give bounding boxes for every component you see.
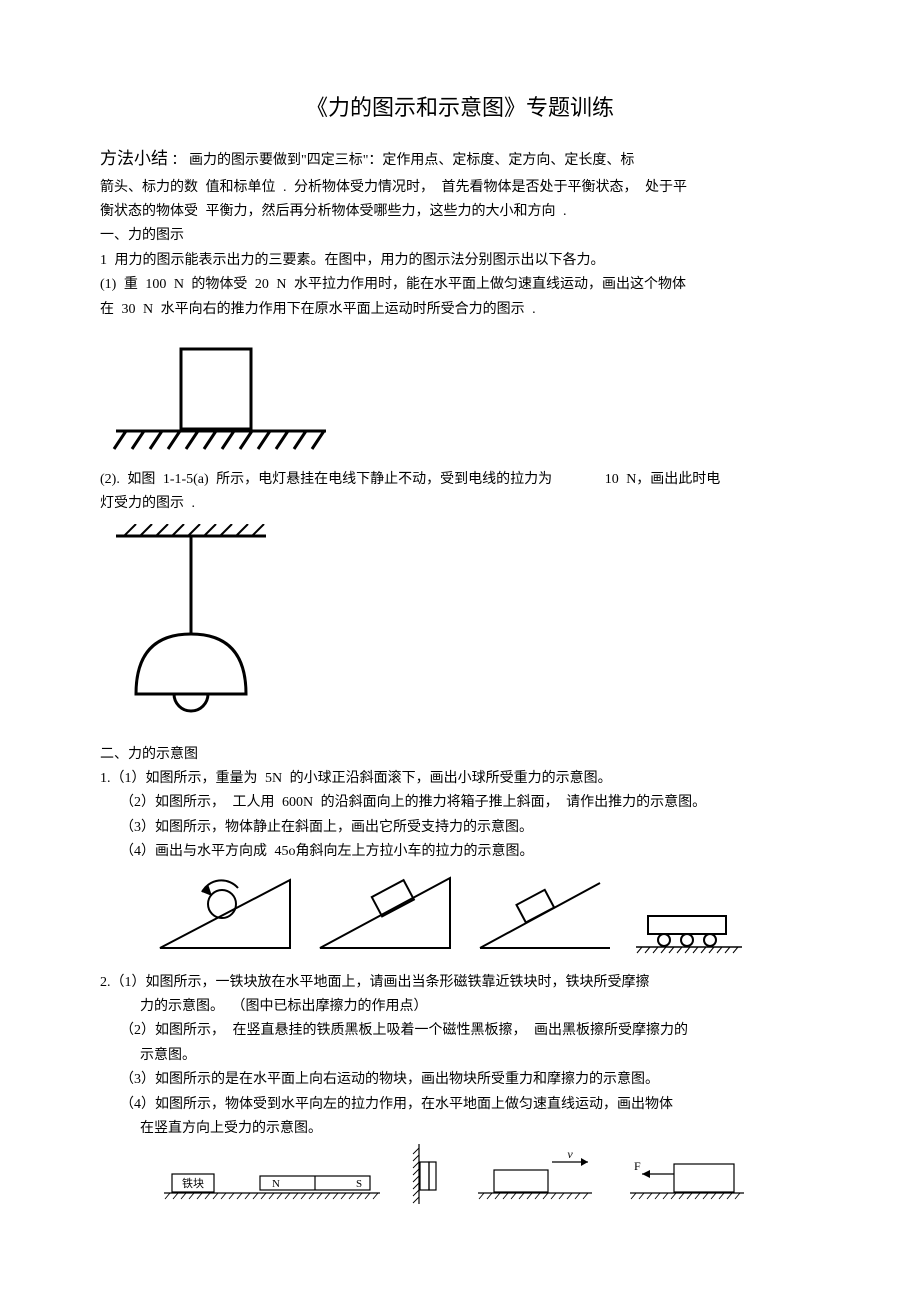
page-title: 《力的图示和示意图》专题训练: [100, 90, 820, 125]
s1-p4b: 10 N，画出此时电: [605, 472, 721, 487]
s1-p5: 灯受力的图示 .: [100, 493, 820, 515]
method-text-2: 箭头、标力的数 值和标单位 . 分析物体受力情况时， 首先看物体是否处于平衡状态…: [100, 177, 820, 199]
s1-p4a: (2). 如图 1-1-5(a) 所示，电灯悬挂在电线下静止不动，受到电线的拉力…: [100, 472, 552, 487]
s1-p1: 1 用力的图示能表示出力的三要素。在图中，用力的图示法分别图示出以下各力。: [100, 250, 820, 272]
s2-q2-l2b: 示意图。: [100, 1045, 820, 1067]
method-colon: ：: [172, 153, 186, 168]
svg-text:v: v: [567, 1152, 573, 1161]
fig-block-moving-right: v: [470, 1152, 600, 1207]
section2-heading: 二、力的示意图: [100, 744, 820, 766]
s2-q2-l4b: 在竖直方向上受力的示意图。: [100, 1118, 820, 1140]
s2-q2-l1b: 力的示意图。 （图中已标出摩擦力的作用点）: [100, 996, 820, 1018]
fig-block-rest-incline: [470, 868, 620, 958]
s2-q1-l1: 1.（1）如图所示，重量为 5N 的小球正沿斜面滚下，画出小球所受重力的示意图。: [100, 768, 820, 790]
s2-q2-l2: （2）如图所示， 在竖直悬挂的铁质黑板上吸着一个磁性黑板擦， 画出黑板擦所受摩擦…: [100, 1020, 820, 1042]
fig-block-force-left: F: [620, 1152, 750, 1207]
s2-q1-l3: （3）如图所示，物体静止在斜面上，画出它所受支持力的示意图。: [100, 817, 820, 839]
fig-iron-magnet: 铁块 N S: [160, 1162, 385, 1207]
fig-blackboard-eraser: [405, 1142, 450, 1207]
section1-heading: 一、力的图示: [100, 225, 820, 247]
svg-text:铁块: 铁块: [182, 1177, 204, 1190]
s1-p3: 在 30 N 水平向右的推力作用下在原水平面上运动时所受合力的图示 .: [100, 299, 820, 321]
figure-hanging-lamp: [106, 524, 820, 734]
s2-q2-l3: （3）如图所示的是在水平面上向右运动的物块，画出物块所受重力和摩擦力的示意图。: [100, 1069, 820, 1091]
s2-q1-l2: （2）如图所示， 工人用 600N 的沿斜面向上的推力将箱子推上斜面， 请作出推…: [100, 792, 820, 814]
fig-box-push-incline: [310, 868, 460, 958]
svg-text:N: N: [272, 1178, 280, 1190]
svg-text:F: F: [634, 1159, 641, 1173]
method-summary-line1: 方法小结 ： 画力的图示要做到"四定三标"：定作用点、定标度、定方向、定长度、标: [100, 145, 820, 172]
s2-q2-l4: （4）如图所示，物体受到水平向左的拉力作用，在水平地面上做匀速直线运动，画出物体: [100, 1094, 820, 1116]
method-text-3: 衡状态的物体受 平衡力，然后再分析物体受哪些力，这些力的大小和方向 .: [100, 201, 820, 223]
s1-p4: (2). 如图 1-1-5(a) 所示，电灯悬挂在电线下静止不动，受到电线的拉力…: [100, 469, 820, 491]
figure-row-q2: 铁块 N S: [160, 1142, 820, 1207]
s1-p2: (1) 重 100 N 的物体受 20 N 水平拉力作用时，能在水平面上做匀速直…: [100, 274, 820, 296]
figure-row-q1: [150, 868, 820, 958]
fig-cart: [630, 898, 750, 958]
svg-text:S: S: [356, 1178, 362, 1190]
method-text-1a: 画力的图示要做到"四定三标"：定作用点、定标度、定方向、定长度、标: [189, 153, 634, 168]
fig-ball-incline: [150, 868, 300, 958]
figure-block-on-ground: [106, 339, 820, 459]
s2-q2-l1: 2.（1）如图所示，一铁块放在水平地面上，请画出当条形磁铁靠近铁块时，铁块所受摩…: [100, 972, 820, 994]
method-label: 方法小结: [100, 149, 168, 168]
s2-q1-l4: （4）画出与水平方向成 45o角斜向左上方拉小车的拉力的示意图。: [100, 841, 820, 863]
